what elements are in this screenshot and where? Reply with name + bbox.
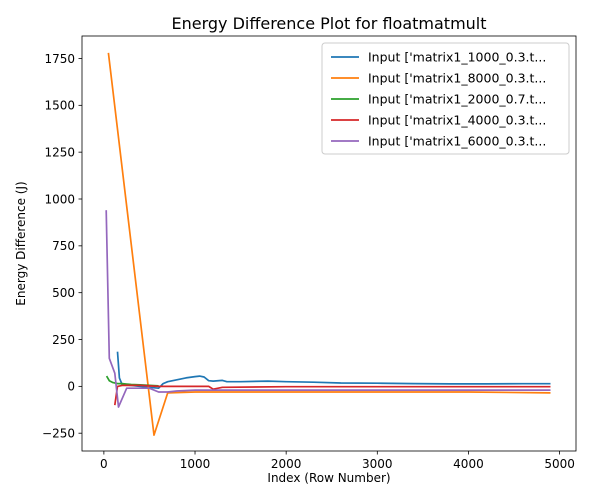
y-tick-label: 1500 bbox=[44, 99, 75, 113]
x-axis-label: Index (Row Number) bbox=[267, 471, 390, 485]
y-tick-label: 500 bbox=[52, 286, 75, 300]
x-tick-label: 5000 bbox=[544, 457, 575, 471]
y-tick-label: −250 bbox=[42, 427, 75, 441]
series-line-1 bbox=[116, 351, 551, 390]
legend-label-2: Input ['matrix1_8000_0.3.t... bbox=[368, 71, 546, 86]
y-tick-label: 1250 bbox=[44, 145, 75, 159]
y-axis: −250 0 250 500 750 1000 1250 1500 1750 bbox=[42, 52, 82, 441]
y-tick-label: 250 bbox=[52, 333, 75, 347]
chart-title: Energy Difference Plot for floatmatmult bbox=[171, 14, 486, 33]
series-line-2 bbox=[107, 52, 551, 436]
series-line-3 bbox=[105, 375, 159, 387]
legend-box bbox=[321, 42, 570, 155]
x-tick-label: 1000 bbox=[180, 457, 211, 471]
y-tick-label: 0 bbox=[67, 380, 75, 394]
y-axis-label: Energy Difference (J) bbox=[14, 181, 28, 305]
x-tick-label: 3000 bbox=[362, 457, 393, 471]
legend-label-1: Input ['matrix1_1000_0.3.t... bbox=[368, 50, 546, 65]
y-tick-label: 1000 bbox=[44, 192, 75, 206]
y-tick-label: 750 bbox=[52, 239, 75, 253]
series-layer bbox=[105, 52, 551, 436]
legend-label-5: Input ['matrix1_6000_0.3.t... bbox=[368, 134, 546, 149]
x-tick-label: 0 bbox=[100, 457, 108, 471]
series-line-4 bbox=[113, 384, 551, 406]
series-line-5 bbox=[105, 210, 551, 408]
x-tick-label: 4000 bbox=[453, 457, 484, 471]
y-tick-label: 1750 bbox=[44, 52, 75, 66]
legend: Input ['matrix1_1000_0.3.t... Input ['mat… bbox=[321, 42, 570, 155]
legend-label-4: Input ['matrix1_4000_0.3.t... bbox=[368, 113, 546, 128]
x-axis: 0 1000 2000 3000 4000 5000 bbox=[100, 451, 575, 471]
x-tick-label: 2000 bbox=[271, 457, 302, 471]
plot-area-frame bbox=[81, 35, 577, 452]
legend-label-3: Input ['matrix1_2000_0.7.t... bbox=[368, 92, 546, 107]
